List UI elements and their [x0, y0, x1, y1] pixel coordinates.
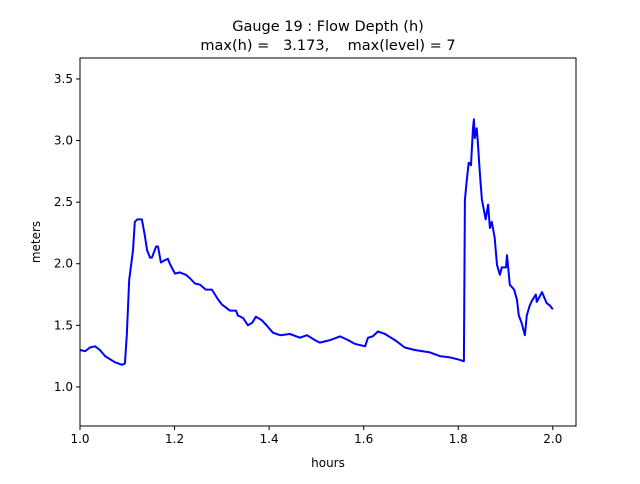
y-tick-label: 2.5	[54, 195, 73, 209]
y-axis-label: meters	[29, 221, 43, 263]
chart-subtitle: max(h) = 3.173, max(level) = 7	[200, 38, 455, 54]
x-tick-label: 2.0	[543, 432, 562, 446]
x-tick-label: 1.8	[449, 432, 468, 446]
series-line-h	[79, 118, 554, 366]
y-tick-label: 3.5	[54, 72, 73, 86]
x-tick-label: 1.2	[165, 432, 184, 446]
y-tick-label: 2.0	[54, 257, 73, 271]
axes-frame	[79, 57, 577, 427]
x-tick-label: 1.6	[354, 432, 373, 446]
x-tick-label: 1.0	[70, 432, 89, 446]
chart-title: Gauge 19 : Flow Depth (h)	[232, 19, 424, 35]
y-tick-label: 3.0	[54, 134, 73, 148]
y-tick-label: 1.0	[54, 380, 73, 394]
y-tick-label: 1.5	[54, 318, 73, 332]
x-axis-label: hours	[311, 456, 345, 470]
x-tick-label: 1.4	[260, 432, 279, 446]
plot-area: 1.0 1.2 1.4 1.6 1.8 2.0 1.0 1.5 2.0 2.5 3.0 3.5	[54, 57, 577, 446]
